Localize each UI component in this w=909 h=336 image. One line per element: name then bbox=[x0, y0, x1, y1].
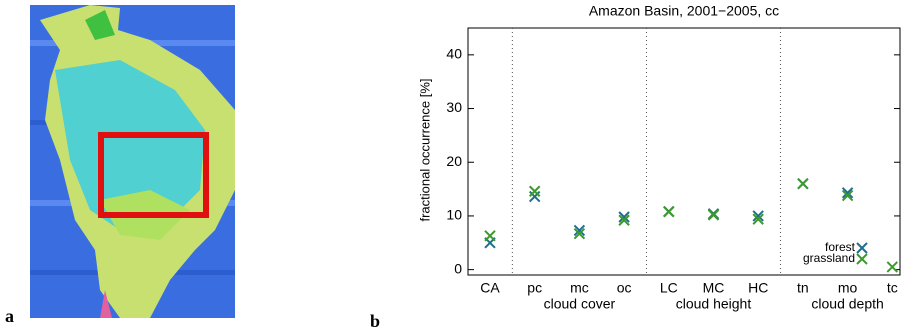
panel-label: b bbox=[370, 311, 380, 331]
legend-label: grassland bbox=[803, 251, 855, 265]
y-tick-label: 0 bbox=[454, 260, 462, 276]
y-tick-label: 10 bbox=[446, 207, 462, 223]
marker bbox=[798, 179, 808, 189]
x-tick-label: oc bbox=[617, 280, 632, 296]
y-tick-label: 30 bbox=[446, 99, 462, 115]
legend-marker bbox=[857, 254, 867, 264]
x-tick-label: mc bbox=[570, 280, 589, 296]
group-label: cloud height bbox=[676, 296, 752, 312]
x-tick-label: tc bbox=[887, 280, 898, 296]
group-label: cloud depth bbox=[811, 296, 883, 312]
figure: a b Amazon Basin, 2001−2005, cc fraction… bbox=[0, 0, 909, 331]
marker bbox=[709, 210, 719, 220]
plot-frame bbox=[468, 28, 900, 275]
chart-title: Amazon Basin, 2001−2005, cc bbox=[589, 3, 779, 19]
marker bbox=[530, 192, 540, 202]
x-tick-label: tn bbox=[797, 280, 809, 296]
y-tick-label: 20 bbox=[446, 153, 462, 169]
marker bbox=[887, 262, 897, 272]
y-tick-label: 40 bbox=[446, 46, 462, 62]
x-tick-label: MC bbox=[703, 280, 725, 296]
y-axis-label: fractional occurrence [%] bbox=[417, 78, 432, 221]
group-label: cloud cover bbox=[544, 296, 616, 312]
marker bbox=[664, 207, 674, 217]
x-tick-label: pc bbox=[527, 280, 542, 296]
panel-label: a bbox=[5, 306, 14, 326]
marker bbox=[530, 186, 540, 196]
x-tick-label: mo bbox=[838, 280, 858, 296]
x-tick-label: CA bbox=[480, 280, 500, 296]
x-tick-label: HC bbox=[748, 280, 768, 296]
legend-marker bbox=[857, 243, 867, 253]
x-tick-label: LC bbox=[660, 280, 678, 296]
marker bbox=[485, 231, 495, 241]
map bbox=[30, 5, 235, 318]
